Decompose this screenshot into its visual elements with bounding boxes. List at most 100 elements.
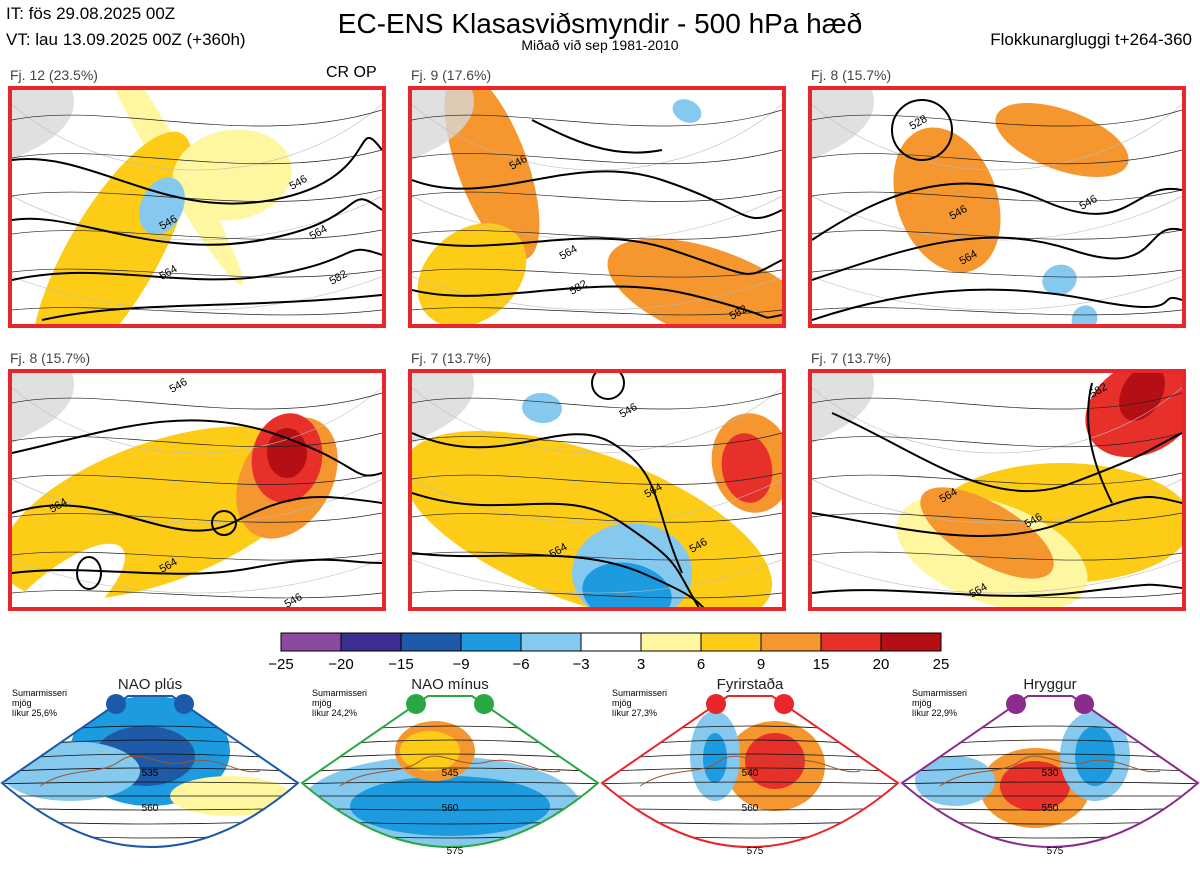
valid-time: VT: lau 13.09.2025 00Z (+360h) xyxy=(6,30,246,49)
regime-info: Sumarmisseri mjög líkur 24,2% xyxy=(312,688,367,718)
regime-contour-label: 575 xyxy=(447,846,464,857)
page-title: EC-ENS Klasasviðsmyndir - 500 hPa hæð xyxy=(337,8,863,39)
height-contour xyxy=(76,556,103,590)
regime-info-line: Sumarmisseri xyxy=(912,688,968,698)
page-subtitle: Miðað við sep 1981-2010 xyxy=(521,37,679,53)
cluster-1-tag: CR OP xyxy=(326,64,377,81)
landmass xyxy=(12,373,74,443)
colorbar-segment xyxy=(520,632,582,652)
colorbar-segment xyxy=(580,632,642,652)
regime-outline xyxy=(600,695,900,848)
anomaly-colorbar xyxy=(280,632,942,652)
colorbar-tick-label: 15 xyxy=(812,656,830,673)
height-contour xyxy=(412,170,782,219)
clustering-window: Flokkunargluggi t+264-360 xyxy=(990,30,1192,49)
regime-outline xyxy=(300,695,600,848)
height-contour xyxy=(812,496,1182,537)
height-contour xyxy=(1087,382,1113,504)
height-contour xyxy=(812,583,1182,597)
cluster-2-label: Fj. 9 (17.6%) xyxy=(411,67,492,83)
anomaly-fill xyxy=(12,543,125,607)
height-contour xyxy=(12,419,382,477)
colorbar-segment xyxy=(880,632,942,652)
colorbar-tick-label: −6 xyxy=(512,656,530,673)
anomaly-fill xyxy=(582,562,672,607)
regime-title: NAO mínus xyxy=(411,676,489,693)
anomaly-fill xyxy=(139,177,185,235)
anomaly-fill xyxy=(893,127,1001,273)
landmass xyxy=(12,90,74,160)
colorbar-segment xyxy=(640,632,702,652)
regime-title: Hryggur xyxy=(1023,676,1077,693)
height-contour xyxy=(412,432,683,574)
regime-marker-icon xyxy=(1074,694,1094,714)
regime-contour-label: 530 xyxy=(1042,768,1059,779)
contour-label: 546 xyxy=(168,376,190,396)
initial-time: IT: fös 29.08.2025 00Z xyxy=(6,4,176,23)
colorbar-tick-label: −9 xyxy=(452,656,470,673)
regime-info: Sumarmisseri mjög líkur 27,3% xyxy=(612,688,667,718)
height-contour xyxy=(412,552,705,607)
regime-contour-label: 575 xyxy=(747,846,764,857)
cluster-1-label: Fj. 12 (23.5%) xyxy=(10,67,98,83)
height-contour xyxy=(831,412,1182,493)
colorbar-segment xyxy=(340,632,402,652)
colorbar-segment xyxy=(280,632,342,652)
colorbar-tick-label: −20 xyxy=(328,656,354,673)
colorbar-segment xyxy=(820,632,882,652)
landmass xyxy=(412,90,474,160)
contour-label: 582 xyxy=(328,268,350,288)
regime-marker-icon xyxy=(106,694,126,714)
cluster-1-map[interactable]: 546 546 564 564 582 xyxy=(8,86,386,328)
colorbar-tick-label: −15 xyxy=(388,656,414,673)
contour-label: 546 xyxy=(618,401,640,421)
cluster-4-map[interactable]: 546 564 564 546 xyxy=(8,369,386,611)
regime-info-line: mjög xyxy=(312,698,332,708)
cluster-5-map[interactable]: 546 564 564 546 xyxy=(408,369,786,611)
anomaly-fill xyxy=(172,129,292,221)
cluster-6-map[interactable]: 564 546 564 582 xyxy=(808,369,1186,611)
cluster-4-label: Fj. 8 (15.7%) xyxy=(10,350,91,366)
height-contour xyxy=(812,288,1182,321)
regime-outline xyxy=(0,695,300,848)
contour-label: 546 xyxy=(283,591,305,607)
colorbar-tick-label: 3 xyxy=(636,656,646,673)
height-contour xyxy=(12,248,382,281)
regime-contour-label: 560 xyxy=(742,803,759,814)
regime-map[interactable]: 535 560 xyxy=(0,676,300,871)
regime-map[interactable]: 545 560 575 xyxy=(300,676,600,871)
regime-info-line: líkur 25,6% xyxy=(12,708,58,718)
cluster-6-label: Fj. 7 (13.7%) xyxy=(811,350,892,366)
contour-label: 582 xyxy=(568,278,590,298)
height-contour xyxy=(412,285,782,319)
anomaly-fill xyxy=(607,238,782,324)
anomaly-fill xyxy=(995,103,1129,177)
contour-label: 564 xyxy=(558,243,580,263)
landmass xyxy=(412,373,474,443)
colorbar-tick-label: −3 xyxy=(572,656,590,673)
regime-contour-label: 540 xyxy=(742,768,759,779)
regime-map[interactable]: 530 550 575 xyxy=(900,676,1200,871)
regime-map[interactable]: 540 560 575 xyxy=(600,676,900,871)
regime-info-line: Sumarmisseri xyxy=(612,688,668,698)
regime-contour-label: 545 xyxy=(442,768,459,779)
anomaly-fill xyxy=(522,392,562,424)
cluster-2-map[interactable]: 546 564 582 582 xyxy=(408,86,786,328)
height-contour xyxy=(12,137,382,205)
anomaly-fill xyxy=(1071,305,1098,324)
height-contour xyxy=(412,492,700,607)
regime-marker-icon xyxy=(706,694,726,714)
colorbar-tick-label: −25 xyxy=(268,656,294,673)
cluster-3-map[interactable]: 528 546 564 546 xyxy=(808,86,1186,328)
regime-info-line: líkur 24,2% xyxy=(312,708,358,718)
contour-label: 546 xyxy=(1078,193,1100,213)
regime-contour-label: 575 xyxy=(1047,846,1064,857)
height-contour xyxy=(812,182,1182,241)
cluster-5-label: Fj. 7 (13.7%) xyxy=(411,350,492,366)
regime-title: Fyrirstaða xyxy=(716,676,784,693)
contour-label: 564 xyxy=(158,263,180,283)
contour-label: 564 xyxy=(308,223,330,243)
cluster-3-label: Fj. 8 (15.7%) xyxy=(811,67,892,83)
height-contour xyxy=(12,198,382,246)
landmass xyxy=(812,373,874,443)
